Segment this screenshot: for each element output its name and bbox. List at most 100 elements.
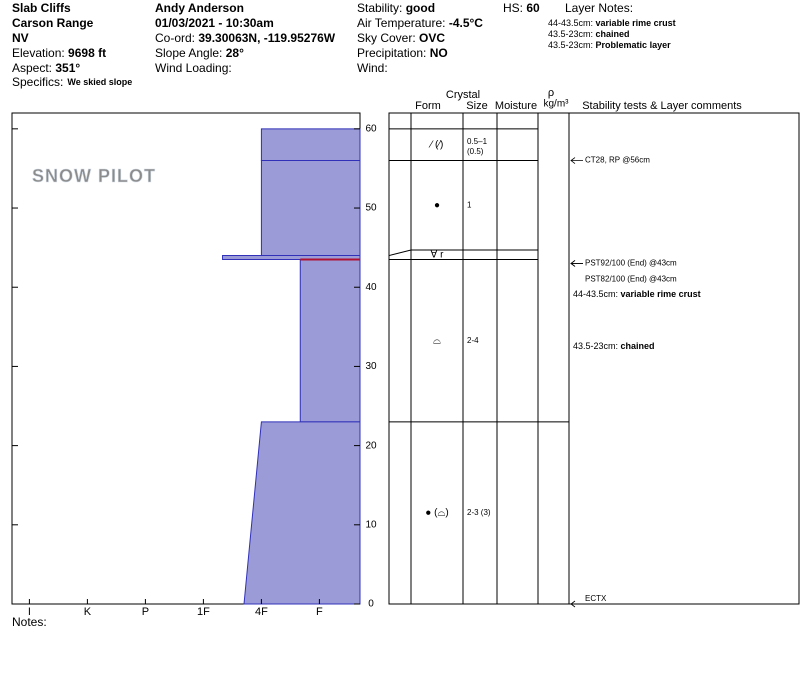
hardness-layer xyxy=(299,259,361,423)
header-field: Layer Notes: xyxy=(565,1,633,15)
field-label: Co-ord: xyxy=(155,31,195,45)
field-value: NV xyxy=(12,31,29,45)
field-value: 60 xyxy=(526,1,540,15)
grain-size: (0.5) xyxy=(467,147,484,156)
field-value: 01/03/2021 - 10:30am xyxy=(155,16,274,30)
note-text: chained xyxy=(596,29,630,39)
x-tick-label: F xyxy=(316,606,323,618)
grain-size: 0.5–1 xyxy=(467,137,488,146)
column-header: Crystal xyxy=(446,89,480,101)
y-tick-label: 10 xyxy=(365,519,377,530)
grain-form: ● (⌓) xyxy=(425,508,448,519)
header-field: Sky Cover: OVC xyxy=(357,31,445,45)
field-value: 9698 ft xyxy=(68,46,106,60)
y-tick-label: 20 xyxy=(365,440,377,451)
x-tick-label: K xyxy=(84,606,92,618)
x-tick-label: 1F xyxy=(197,606,210,618)
grain-form: ∀ r xyxy=(431,249,445,260)
note-range: 43.5-23cm: xyxy=(548,29,593,39)
field-label: Wind: xyxy=(357,61,388,75)
column-header: Form xyxy=(415,100,441,112)
field-label: Specifics: xyxy=(12,75,63,89)
header-field: Andy Anderson xyxy=(155,1,244,15)
column-header: Size xyxy=(466,100,487,112)
field-label: Aspect: xyxy=(12,61,52,75)
x-tick-label: P xyxy=(142,606,149,618)
grain-size: 2-4 xyxy=(467,336,479,345)
test-result: ECTX xyxy=(585,594,607,603)
field-value: -4.5°C xyxy=(449,16,483,30)
field-label: Slope Angle: xyxy=(155,46,222,60)
test-arrow xyxy=(570,157,583,164)
hardness-layer xyxy=(243,421,361,605)
layer-comment: 43.5-23cm: chained xyxy=(573,341,655,351)
grain-form: ⌓ xyxy=(433,335,441,346)
test-arrow xyxy=(570,260,583,267)
field-value: good xyxy=(406,1,435,15)
logo-text: SNOW PILOT xyxy=(32,166,156,186)
strat-boundary xyxy=(388,249,538,257)
column-header: kg/m³ xyxy=(544,99,570,110)
header-field: Slope Angle: 28° xyxy=(155,46,244,60)
y-tick-label: 60 xyxy=(365,123,377,134)
header-field: HS: 60 xyxy=(503,1,540,15)
hardness-layer xyxy=(260,128,361,162)
header-field: Precipitation: NO xyxy=(357,46,448,60)
hardness-layer xyxy=(260,160,361,257)
field-label: HS: xyxy=(503,1,523,15)
field-label: Wind Loading: xyxy=(155,61,232,75)
header-field: 01/03/2021 - 10:30am xyxy=(155,16,274,30)
logo: SNOW PILOT xyxy=(32,165,156,186)
field-value: 39.30063N, -119.95276W xyxy=(198,31,335,45)
y-tick-label: 50 xyxy=(365,203,377,214)
field-label: Elevation: xyxy=(12,46,65,60)
field-label: Air Temperature: xyxy=(357,16,445,30)
header-field: Wind: xyxy=(357,61,388,75)
field-label: Precipitation: xyxy=(357,46,426,60)
header-field: Stability: good xyxy=(357,1,435,15)
header-field: Air Temperature: -4.5°C xyxy=(357,16,483,30)
field-value: Slab Cliffs xyxy=(12,1,71,15)
header-field: Slab Cliffs xyxy=(12,1,71,15)
field-value: NO xyxy=(430,46,448,60)
field-value: Carson Range xyxy=(12,16,94,30)
y-tick-label: 0 xyxy=(368,599,374,610)
column-header: Stability tests & Layer comments xyxy=(582,100,742,112)
comment-text: chained xyxy=(621,341,655,351)
note-text: variable rime crust xyxy=(596,18,676,28)
y-tick-label: 30 xyxy=(365,361,377,372)
y-tick-label: 40 xyxy=(365,282,377,293)
notes-label: Notes: xyxy=(12,615,47,629)
field-value: 28° xyxy=(226,46,244,60)
field-value: We skied slope xyxy=(67,77,132,87)
x-tick-label: I xyxy=(28,606,31,618)
header-field: Specifics: We skied slope xyxy=(12,75,132,89)
header-field: Aspect: 351° xyxy=(12,61,80,75)
layer-comment: 44-43.5cm: variable rime crust xyxy=(573,289,701,299)
grain-form: ⁄ (⁄) xyxy=(428,139,444,150)
note-text: Problematic layer xyxy=(596,40,672,50)
header-field: Co-ord: 39.30063N, -119.95276W xyxy=(155,31,336,45)
layer-note: 43.5-23cm: chained xyxy=(548,29,630,39)
header-field: Carson Range xyxy=(12,16,94,30)
header-field: Wind Loading: xyxy=(155,61,232,75)
comment-text: variable rime crust xyxy=(621,289,701,299)
field-value: OVC xyxy=(419,31,445,45)
field-value: 351° xyxy=(55,61,80,75)
grain-form: ● xyxy=(434,200,440,211)
comment-range: 43.5-23cm: xyxy=(573,341,618,351)
header-field: Elevation: 9698 ft xyxy=(12,46,106,60)
strat-frame xyxy=(388,112,800,605)
test-result: PST82/100 (End) @43cm xyxy=(585,275,677,284)
header-field: NV xyxy=(12,31,29,45)
column-header: ρ xyxy=(548,87,554,99)
layer-note: 43.5-23cm: Problematic layer xyxy=(548,40,671,50)
field-label: Sky Cover: xyxy=(357,31,416,45)
grain-size: 1 xyxy=(467,200,472,209)
x-tick-label: 4F xyxy=(255,606,268,618)
test-result: CT28, RP @56cm xyxy=(585,156,650,165)
column-header: Moisture xyxy=(495,100,537,112)
note-range: 43.5-23cm: xyxy=(548,40,593,50)
field-label: Layer Notes: xyxy=(565,1,633,15)
